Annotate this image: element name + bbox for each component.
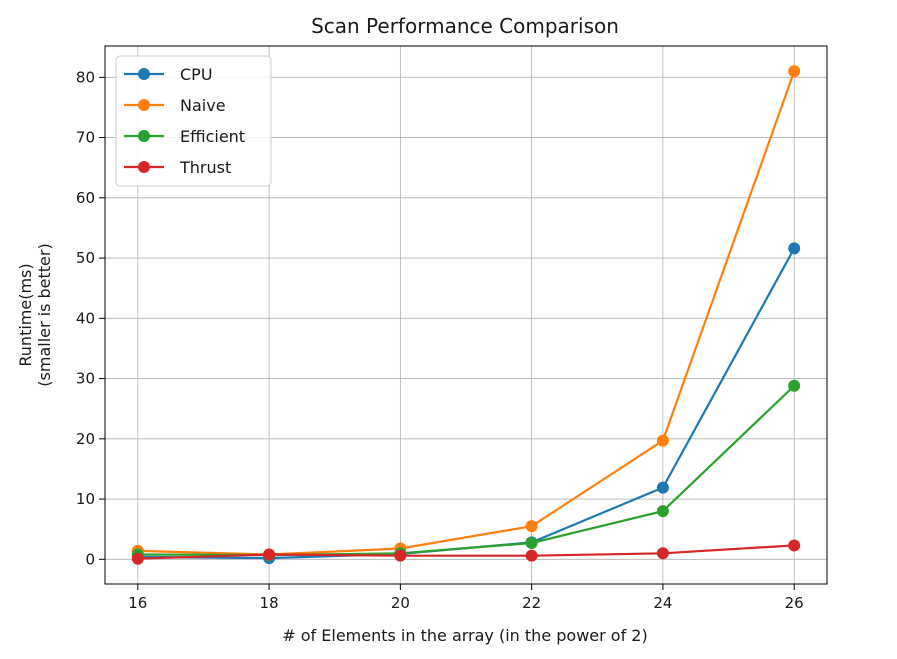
legend-item: Naive [124,96,226,115]
legend-label: Thrust [179,158,231,177]
legend-label: Naive [180,96,226,115]
chart-title: Scan Performance Comparison [311,14,619,38]
y-tick-label: 70 [76,129,95,147]
y-axis-label-line-1: Runtime(ms) [16,263,35,366]
series-line [137,385,795,557]
data-point [131,552,144,565]
series-cpu [131,242,801,565]
plot-frame [104,45,828,585]
y-axis-label-line-2: (smaller is better) [35,243,54,386]
data-point [394,549,407,562]
y-tick-label: 30 [76,370,95,388]
data-point [525,549,538,562]
series-line [137,544,795,560]
legend-marker [138,161,150,173]
series-layer [131,65,801,565]
series-efficient [131,379,801,562]
y-axis-ticks: 0 10 20 30 40 50 60 70 80 [76,68,105,568]
data-point [788,539,801,552]
legend-label: Efficient [180,127,245,146]
x-tick-label: 22 [522,594,541,612]
data-point [525,537,538,550]
legend-label: CPU [180,65,213,84]
x-tick-label: 18 [260,594,279,612]
y-tick-label: 10 [76,490,95,508]
data-point [656,505,669,518]
series-line [137,247,796,560]
y-tick-label: 80 [76,68,95,86]
x-tick-label: 24 [653,594,672,612]
data-point [788,242,801,255]
y-tick-label: 60 [76,189,95,207]
legend-marker [138,130,150,142]
legend-box [115,55,272,187]
data-point [656,547,669,560]
series-thrust [131,539,801,565]
legend-item: Thrust [124,158,231,177]
legend-marker [138,99,150,111]
data-point [788,379,801,392]
legend-item: CPU [124,65,213,84]
x-axis-label: # of Elements in the array (in the power… [282,626,647,645]
y-tick-label: 0 [85,550,95,568]
data-point [656,434,669,447]
y-tick-label: 40 [76,309,95,327]
grid [105,46,827,584]
x-tick-label: 20 [391,594,410,612]
data-point [788,65,801,78]
data-point [525,520,538,533]
y-tick-label: 50 [76,249,95,267]
x-tick-label: 26 [785,594,804,612]
data-point [656,481,669,494]
legend: CPU Naive Efficient Thrust [115,55,272,187]
legend-marker [138,68,150,80]
legend-item: Efficient [124,127,245,146]
y-tick-label: 20 [76,430,95,448]
x-tick-label: 16 [128,594,147,612]
data-point [263,548,276,561]
y-axis-label: Runtime(ms) (smaller is better) [16,243,54,386]
x-axis-ticks: 16 18 20 22 24 26 [128,584,804,612]
